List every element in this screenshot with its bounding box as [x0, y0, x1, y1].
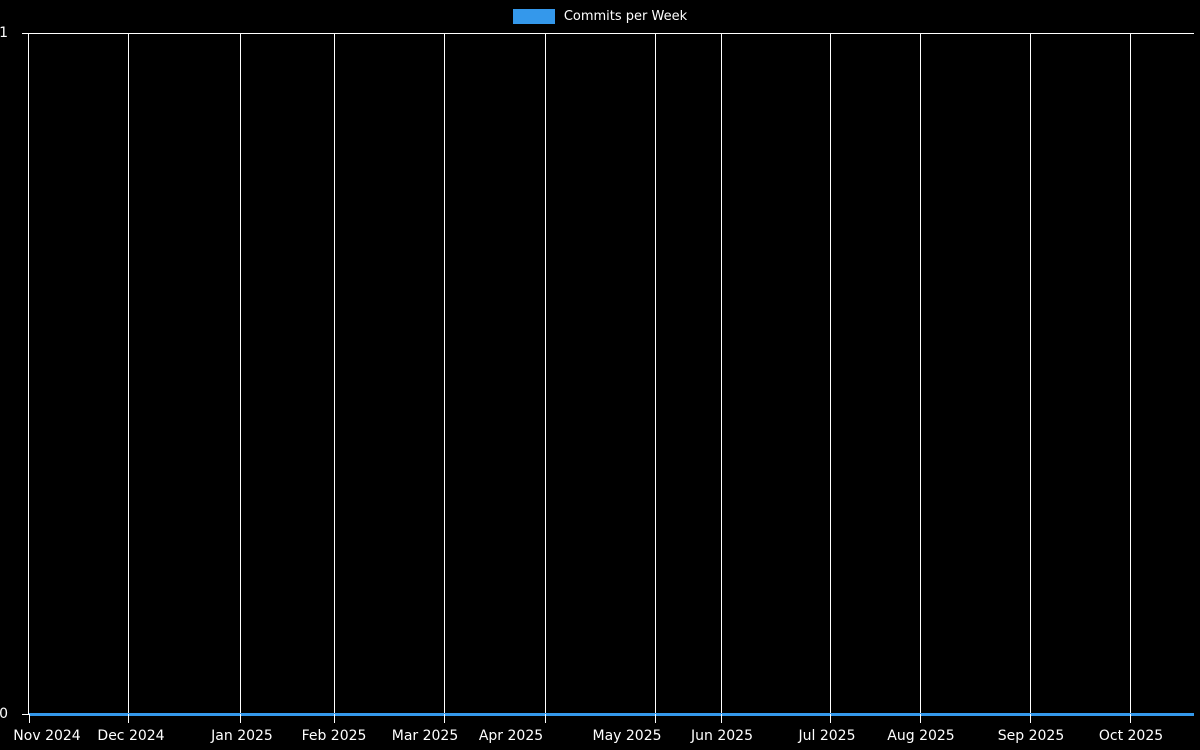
- gridline-vertical: [334, 34, 335, 714]
- x-axis-tick-label-sep-2025: Sep 2025: [997, 728, 1065, 744]
- x-axis-tick-mark: [240, 714, 241, 723]
- x-axis-tick-label-oct-2025: Oct 2025: [1098, 728, 1164, 744]
- legend-item-commits-per-week[interactable]: Commits per Week: [512, 9, 688, 24]
- gridline-vertical: [1030, 34, 1031, 714]
- series-line-commits-per-week: [29, 713, 1194, 716]
- x-axis-tick-mark: [920, 714, 921, 723]
- x-axis-tick-label-aug-2025: Aug 2025: [887, 728, 955, 744]
- y-axis-tick-label-0: 0: [0, 706, 8, 722]
- x-axis-tick-label-mar-2025: Mar 2025: [391, 728, 459, 744]
- x-axis-tick-mark: [128, 714, 129, 723]
- y-axis-tick-label-1: 1: [0, 25, 8, 41]
- x-axis-tick-label-nov-2024: Nov 2024: [13, 728, 81, 744]
- x-axis-tick-label-feb-2025: Feb 2025: [301, 728, 367, 744]
- gridline-vertical: [1130, 34, 1131, 714]
- legend-label-commits-per-week: Commits per Week: [563, 9, 688, 24]
- chart-legend: Commits per Week: [0, 0, 1200, 33]
- x-axis-tick-label-jul-2025: Jul 2025: [798, 728, 856, 744]
- y-axis-tick-mark-1: [22, 33, 29, 34]
- x-axis-tick-mark: [830, 714, 831, 723]
- x-axis-tick-label-may-2025: May 2025: [592, 728, 662, 744]
- plot-area: [28, 33, 1194, 714]
- gridline-vertical: [721, 34, 722, 714]
- gridline-vertical: [128, 34, 129, 714]
- y-axis-tick-mark-0: [22, 714, 29, 715]
- x-axis-tick-mark: [444, 714, 445, 723]
- x-axis-tick-label-jan-2025: Jan 2025: [211, 728, 273, 744]
- x-axis-tick-mark: [721, 714, 722, 723]
- x-axis-tick-label-jun-2025: Jun 2025: [691, 728, 753, 744]
- gridline-vertical: [545, 34, 546, 714]
- x-axis-tick-label-apr-2025: Apr 2025: [478, 728, 544, 744]
- gridline-vertical: [444, 34, 445, 714]
- legend-color-swatch-icon: [512, 9, 555, 24]
- x-axis-tick-mark: [655, 714, 656, 723]
- gridline-vertical: [655, 34, 656, 714]
- x-axis-tick-label-dec-2024: Dec 2024: [97, 728, 165, 744]
- gridline-vertical: [830, 34, 831, 714]
- x-axis-tick-mark: [545, 714, 546, 723]
- gridline-vertical: [920, 34, 921, 714]
- gridline-vertical: [240, 34, 241, 714]
- x-axis-tick-mark: [334, 714, 335, 723]
- x-axis-tick-mark: [29, 714, 30, 723]
- x-axis-tick-mark: [1030, 714, 1031, 723]
- x-axis-tick-mark: [1130, 714, 1131, 723]
